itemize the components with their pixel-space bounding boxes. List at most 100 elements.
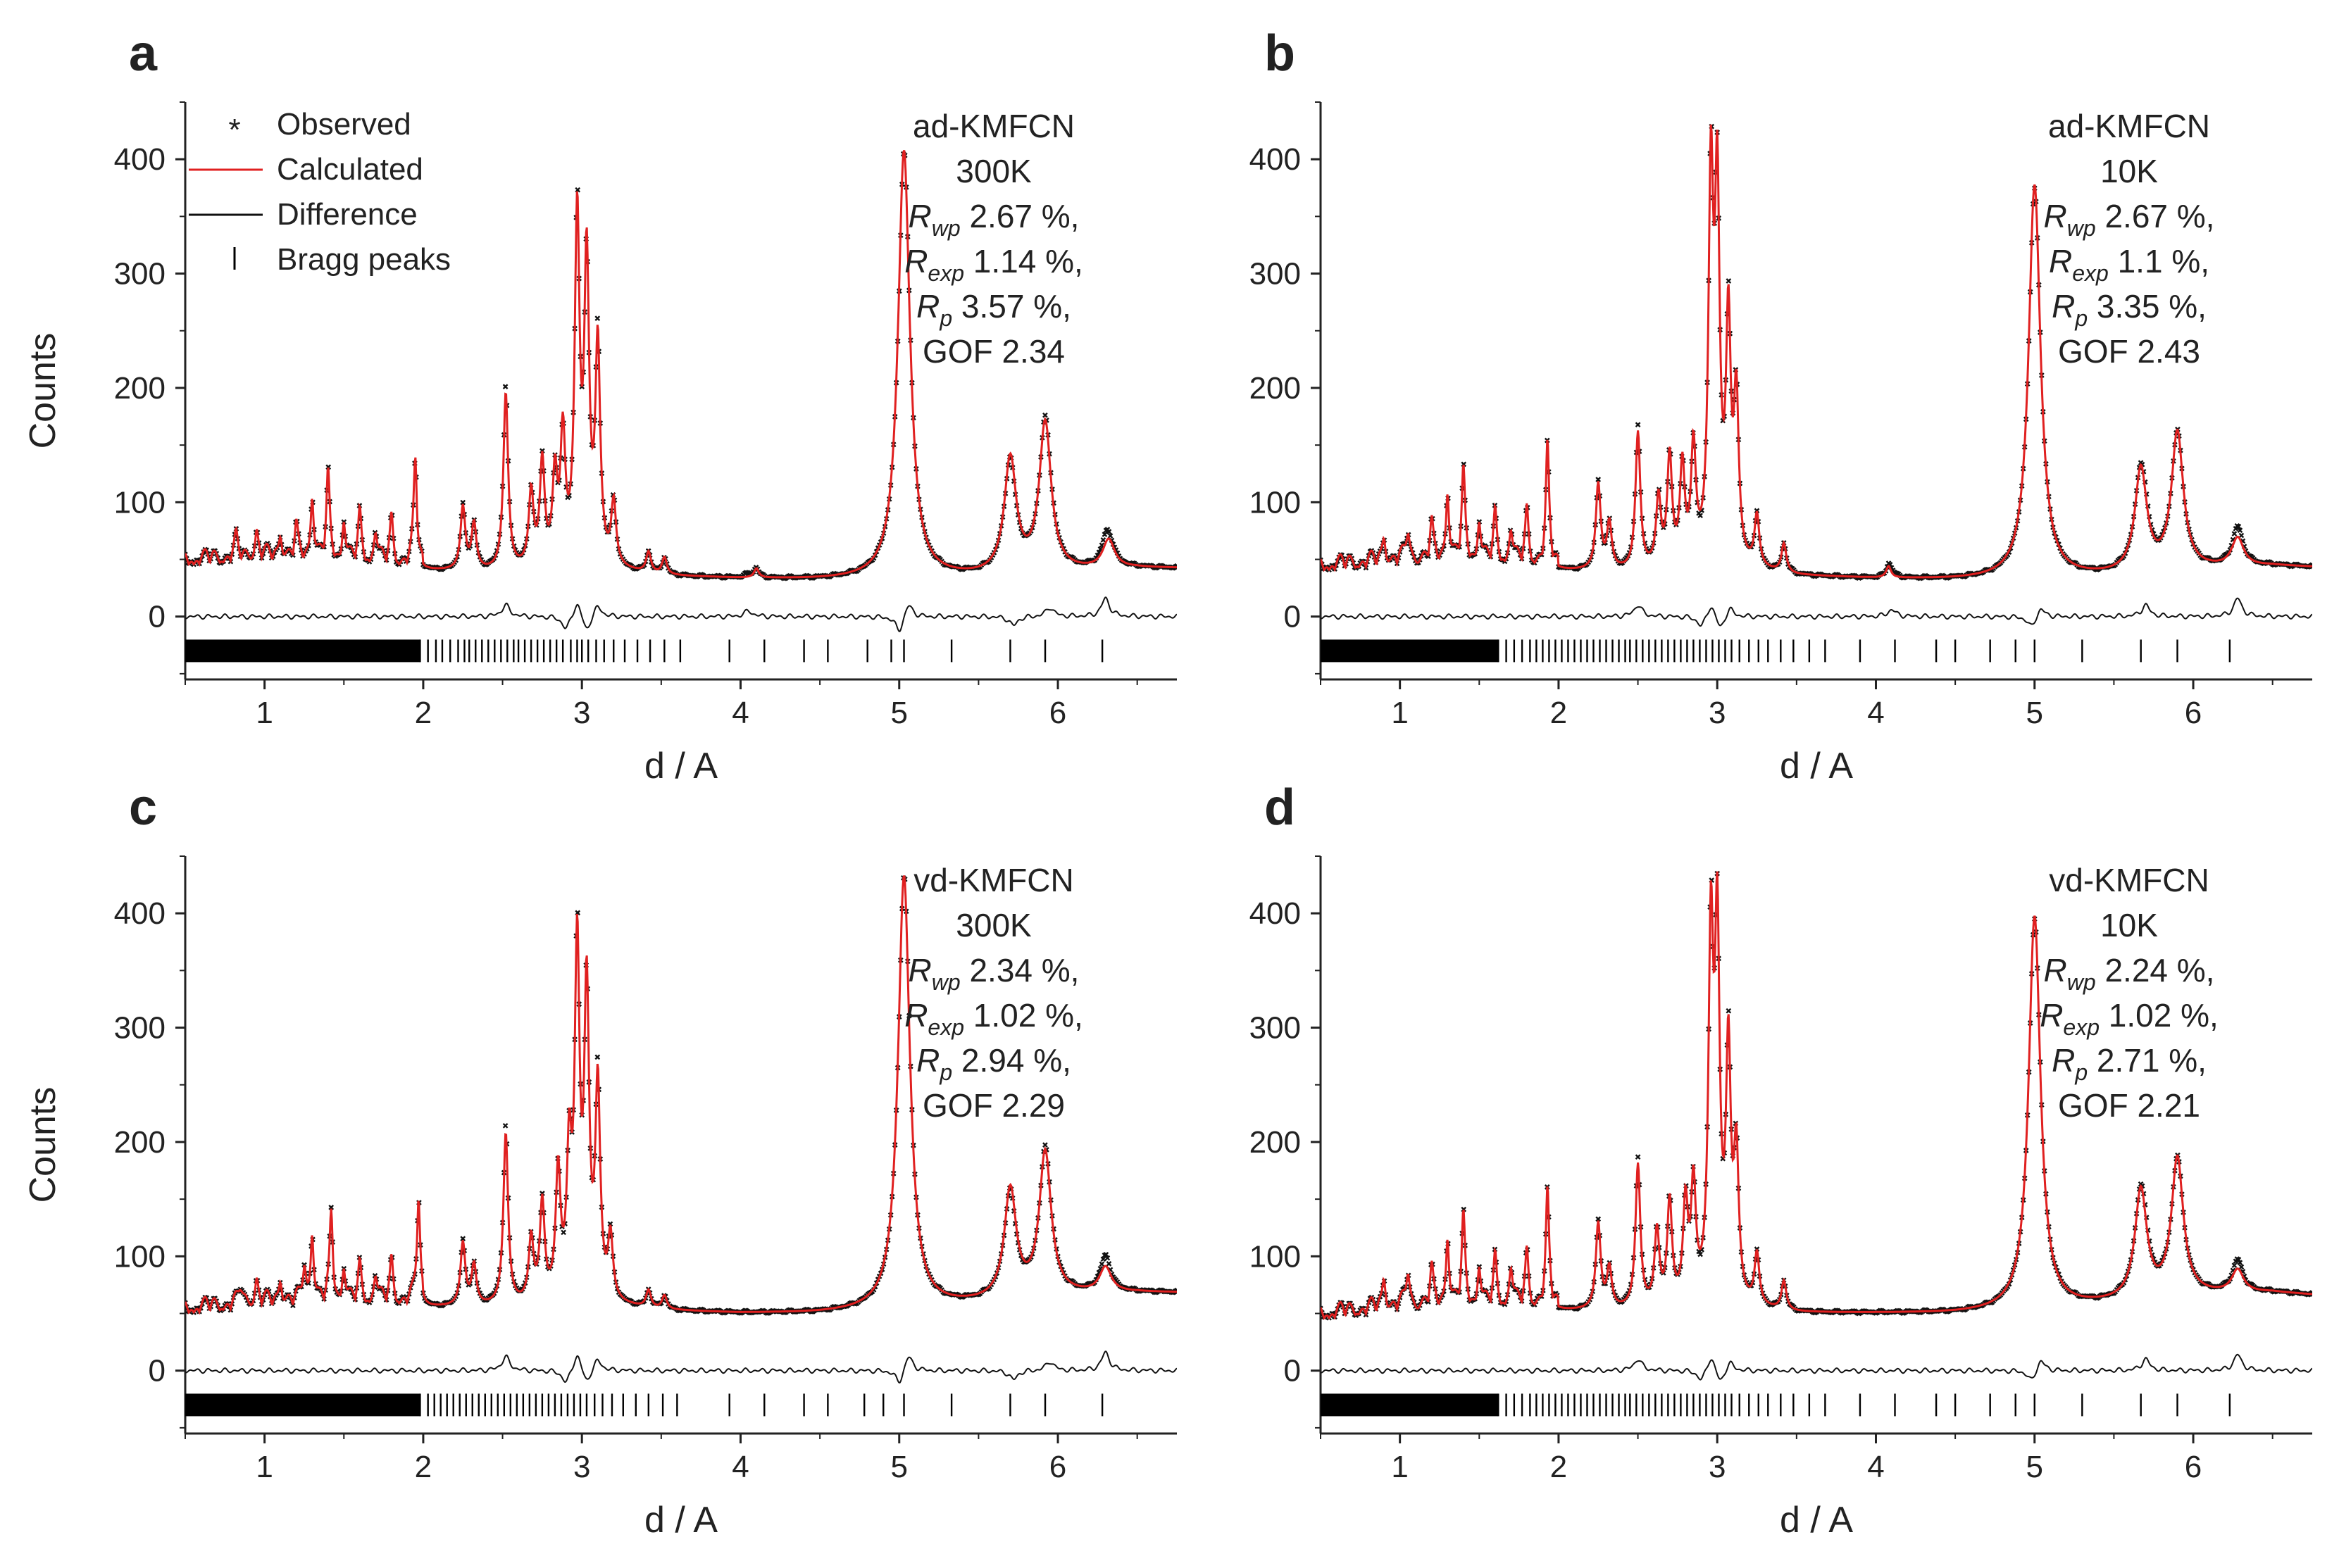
stat-rexp: Rexp 1.02 %, [2040,997,2219,1040]
y-tick-label: 100 [114,485,166,520]
x-tick-label: 6 [2185,1450,2202,1484]
x-tick-label: 6 [2185,696,2202,730]
legend-label: Bragg peaks [277,242,451,277]
temperature: 10K [2100,153,2158,189]
temperature: 10K [2100,907,2158,943]
stat-rexp: Rexp 1.14 %, [904,243,1083,286]
legend-label: Difference [277,197,418,232]
x-tick-label: 3 [573,696,590,730]
y-tick-label: 400 [114,896,166,931]
panel-d: d 0 100 200 300 400 1 2 3 4 5 6 d / A vd-KMFCN 10K Rwp … [1249,779,2312,1541]
y-axis-label: Counts [23,333,63,449]
x-tick-label: 3 [573,1450,590,1484]
stats-annotation: ad-KMFCN 10K Rwp 2.67 %,Rexp 1.1 %,Rp 3.35… [2044,108,2215,370]
calculated-line [185,875,1177,1315]
x-tick-label: 4 [732,696,749,730]
y-tick-label: 100 [1249,1239,1301,1274]
sample-name: ad-KMFCN [2048,108,2210,144]
y-tick-label: 0 [149,1354,166,1388]
stat-gof: GOF 2.29 [923,1087,1065,1124]
x-tick-label: 2 [1550,1450,1567,1484]
stat-gof: GOF 2.21 [2058,1087,2200,1124]
stat-rexp: Rexp 1.1 %, [2049,243,2209,286]
x-tick-label: 6 [1049,1450,1066,1484]
stats-annotation: vd-KMFCN 300K Rwp 2.34 %,Rexp 1.02 %,Rp 2.… [904,862,1083,1124]
x-tick-label: 4 [1867,1450,1884,1484]
panel-label: b [1264,25,1295,82]
x-tick-label: 6 [1049,696,1066,730]
y-tick-label: 100 [114,1239,166,1274]
stat-rwp: Rwp 2.67 %, [2044,198,2215,241]
legend-label: Observed [277,107,411,142]
bragg-dense-block [1321,1393,1499,1417]
temperature: 300K [956,907,1032,943]
panel-c: c 0 100 200 300 400 1 2 3 4 5 6 d / A Counts vd-KMFCN 3… [23,779,1177,1541]
difference-line [185,596,1177,632]
bragg-peaks [185,639,1104,663]
x-tick-label: 5 [2026,696,2043,730]
y-tick-label: 0 [1284,600,1301,634]
y-tick-label: 300 [114,257,166,291]
x-axis-label: d / A [1780,746,1853,786]
sample-name: vd-KMFCN [2049,862,2209,898]
x-tick-label: 1 [1391,1450,1408,1484]
stat-rexp: Rexp 1.02 %, [904,997,1083,1040]
y-tick-label: 300 [1249,1011,1301,1046]
y-tick-label: 300 [114,1011,166,1046]
stats-annotation: vd-KMFCN 10K Rwp 2.24 %,Rexp 1.02 %,Rp 2.7… [2040,862,2219,1124]
calculated-line [185,150,1177,579]
stat-rp: Rp 2.71 %, [2052,1042,2207,1085]
temperature: 300K [956,153,1032,189]
x-tick-label: 1 [1391,696,1408,730]
y-tick-label: 0 [1284,1354,1301,1388]
y-tick-label: 400 [1249,142,1301,177]
y-axis-label: Counts [23,1087,63,1203]
stat-rwp: Rwp 2.67 %, [909,198,1080,241]
x-axis-label: d / A [644,746,718,786]
x-tick-label: 5 [891,696,908,730]
x-axis-label: d / A [1780,1500,1853,1541]
y-tick-label: 200 [1249,1125,1301,1160]
x-tick-label: 4 [1867,696,1884,730]
bragg-dense-block [1321,639,1499,663]
bragg-dense-block [185,1393,420,1417]
stat-rp: Rp 3.57 %, [916,288,1071,331]
x-tick-label: 2 [415,696,432,730]
bragg-peaks [185,1393,1104,1417]
bragg-dense-block [185,639,420,663]
legend-label: Calculated [277,152,423,187]
calculated-line [1321,871,2312,1320]
panel-label: d [1264,779,1295,836]
x-tick-label: 5 [2026,1450,2043,1484]
stats-annotation: ad-KMFCN 300K Rwp 2.67 %,Rexp 1.14 %,Rp 3.… [904,108,1083,370]
y-tick-label: 300 [1249,257,1301,291]
y-tick-label: 200 [114,1125,166,1160]
y-tick-label: 400 [1249,896,1301,931]
y-tick-label: 400 [114,142,166,177]
x-tick-label: 2 [415,1450,432,1484]
stat-gof: GOF 2.43 [2058,333,2200,370]
bragg-peaks [1321,1393,2231,1417]
x-axis-label: d / A [644,1500,718,1541]
stat-rp: Rp 3.35 %, [2052,288,2207,331]
bragg-peaks [1321,639,2231,663]
difference-line [185,1350,1177,1384]
panel-a: a 0 100 200 300 400 1 2 3 4 5 6 d / A Counts ad-KMFCN 3… [23,25,1177,786]
y-tick-label: 200 [1249,371,1301,406]
panel-b: b 0 100 200 300 400 1 2 3 4 5 6 d / A ad-KMFCN 10K Rwp … [1249,25,2312,786]
y-tick-label: 200 [114,371,166,406]
panel-label: a [129,25,158,82]
calculated-line [1321,124,2312,579]
stat-rwp: Rwp 2.24 %, [2044,952,2215,995]
legend-observed-marker: * [228,113,240,147]
sample-name: ad-KMFCN [913,108,1075,144]
x-tick-label: 3 [1709,696,1726,730]
y-tick-label: 100 [1249,485,1301,520]
y-tick-label: 0 [149,600,166,634]
legend: * Observed Calculated Difference Bragg peaks [189,107,451,277]
x-tick-label: 3 [1709,1450,1726,1484]
x-tick-label: 5 [891,1450,908,1484]
x-tick-label: 1 [256,1450,273,1484]
stat-gof: GOF 2.34 [923,333,1065,370]
